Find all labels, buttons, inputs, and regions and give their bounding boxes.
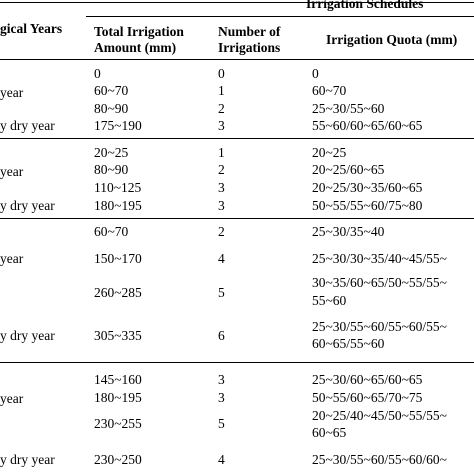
g1-r4-total: 175~190 [94,118,142,133]
g4-r4-quota: 25~30/55~60/55~60/60~ [312,452,447,467]
g4-r2-quota: 50~55/60~65/70~75 [312,390,423,405]
g3-r4-quota-line2: 60~65/55~60 [312,336,385,351]
header-total-line2: Amount (mm) [94,40,177,55]
g2-r3-number: 3 [218,180,225,195]
g2-r2-total: 80~90 [94,162,129,177]
g2-r4-year: y dry year [0,198,55,213]
g2-r2-quota: 20~25/60~65 [312,162,385,177]
header-total-line1: Total Irrigation [94,24,184,39]
g1-r3-quota: 25~30/55~60 [312,101,385,116]
header-number-line2: Irrigations [218,40,281,55]
g1-r2-number: 1 [218,83,225,98]
g3-r4-number: 6 [218,328,225,343]
g1-r2-total: 60~70 [94,83,129,98]
g4-r4-year: y dry year [0,452,55,467]
g1-r4-quota: 55~60/60~65/60~65 [312,118,423,133]
g3-r1-total: 60~70 [94,224,129,239]
g4-r4-total: 230~250 [94,452,142,467]
g2-r4-number: 3 [218,198,225,213]
g2-r1-total: 20~25 [94,145,129,160]
g1-r1-total: 0 [94,66,101,81]
g4-r4-number: 4 [218,452,225,467]
group-divider-2 [0,218,474,219]
g1-r3-number: 2 [218,101,225,116]
g4-r1-number: 3 [218,372,225,387]
header-group-label: Irrigation Schedules [306,0,424,11]
g3-r4-total: 305~335 [94,328,142,343]
g4-r3-quota-line1: 20~25/40~45/50~55/55~ [312,408,447,423]
g4-r1-quota: 25~30/60~65/60~65 [312,372,423,387]
g3-r3-quota-line2: 55~60 [312,293,347,308]
g1-r1-number: 0 [218,66,225,81]
g4-r1-total: 145~160 [94,372,142,387]
g1-r4-year: y dry year [0,118,55,133]
g4-r3-quota-line2: 60~65 [312,425,347,440]
g4-r2-total: 180~195 [94,390,142,405]
g2-r1-quota: 20~25 [312,145,347,160]
group-header-rule [86,16,474,17]
g1-r3-total: 80~90 [94,101,129,116]
g2-r3-total: 110~125 [94,180,142,195]
g3-r1-quota: 25~30/35~40 [312,224,385,239]
group-divider-3 [0,362,474,363]
g3-r3-quota-line1: 30~35/60~65/50~55/55~ [312,275,447,290]
g4-r3-number: 5 [218,416,225,431]
g4-r2-year: year [0,391,24,406]
top-rule [0,2,474,3]
g2-r4-quota: 50~55/55~60/75~80 [312,198,423,213]
g3-r1-number: 2 [218,224,225,239]
g3-r4-quota-line1: 25~30/55~60/55~60/55~ [312,319,447,334]
header-years: gical Years [0,21,63,36]
g2-r3-quota: 20~25/30~35/60~65 [312,180,423,195]
g2-r4-total: 180~195 [94,198,142,213]
header-quota: Irrigation Quota (mm) [326,32,458,47]
g2-r1-number: 1 [218,145,225,160]
g3-r3-total: 260~285 [94,285,142,300]
header-number-line1: Number of [218,24,281,39]
g3-r2-number: 4 [218,251,225,266]
g3-r2-quota: 25~30/30~35/40~45/55~ [312,251,447,266]
g4-r3-total: 230~255 [94,416,142,431]
g4-r2-number: 3 [218,390,225,405]
g2-r2-year: year [0,164,24,179]
g1-r4-number: 3 [218,118,225,133]
g2-r2-number: 2 [218,162,225,177]
g3-r2-total: 150~170 [94,251,142,266]
g1-r1-quota: 0 [312,66,319,81]
g3-r3-number: 5 [218,285,225,300]
group-divider-1 [0,138,474,139]
g3-r2-year: year [0,251,24,266]
g3-r4-year: y dry year [0,328,55,343]
g1-r2-quota: 60~70 [312,83,347,98]
g1-r2-year: year [0,85,24,100]
header-bottom-rule [0,59,474,60]
